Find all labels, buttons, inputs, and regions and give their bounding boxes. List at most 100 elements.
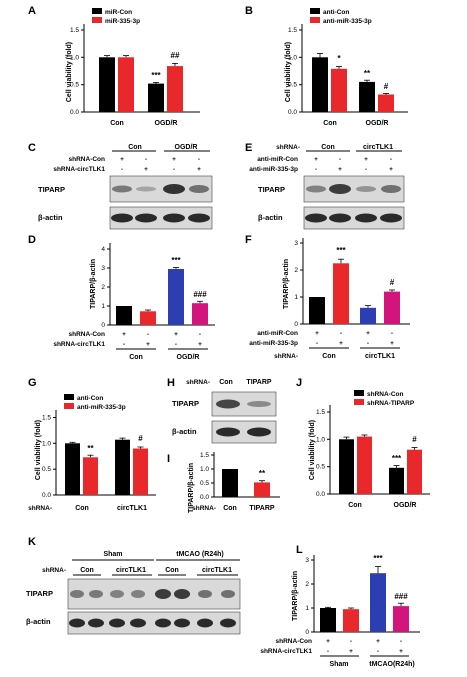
bar-l-2: [343, 609, 359, 632]
band-label: TIPARP: [38, 185, 65, 194]
bands-actin: [69, 618, 236, 628]
error-bars-j: [343, 434, 418, 468]
sign-row: + - + - - + - +: [120, 156, 201, 173]
legend-swatch-black: [354, 390, 364, 396]
sign: +: [197, 166, 201, 173]
blot-actin: [303, 206, 405, 230]
row-label: shRNA-circTLK1: [53, 166, 105, 173]
shrna-prefix: shRNA-: [42, 567, 66, 574]
x-category-label: OGD/R: [366, 120, 389, 127]
sign: -: [367, 340, 369, 347]
sign: +: [349, 648, 353, 655]
sign: +: [326, 638, 330, 645]
panel-label-e: E: [245, 142, 252, 154]
significance-marker: ***: [336, 246, 346, 255]
band-label: β-actin: [172, 427, 197, 436]
sign-row: + - + - - + - +: [326, 638, 403, 655]
bar-b-con-anticon: [312, 57, 328, 112]
row-label: shRNA-: [274, 353, 298, 360]
bar-g-con-anticon: [65, 443, 80, 495]
y-tick-label: 1.0: [316, 436, 325, 443]
significance-marker: ##: [171, 51, 180, 60]
condition-label: Sham: [103, 551, 122, 558]
y-tick-label: 1: [101, 303, 105, 310]
y-tick-label: 3: [294, 240, 298, 247]
significance-marker: ***: [151, 71, 161, 80]
sign: -: [339, 156, 341, 163]
x-category-label: OGD/R: [155, 120, 178, 127]
y-axis: 0 1 2 3: [305, 555, 315, 636]
legend-swatch-red: [64, 403, 74, 409]
group-label: tMCAO(R24h): [369, 661, 415, 668]
bar-f-4: [384, 291, 400, 324]
panel-label-b: B: [245, 5, 253, 17]
error-bars-f: [338, 258, 395, 308]
error-bars-b: [317, 53, 389, 95]
bar-d-2: [140, 311, 156, 325]
x-category-label: TIPARP: [249, 505, 274, 512]
sign: +: [339, 340, 343, 347]
significance-marker: ***: [171, 256, 181, 265]
significance-marker: #: [412, 435, 417, 444]
y-axis-label: Cell viability (fold): [35, 420, 42, 480]
sign: +: [376, 638, 380, 645]
blot-actin: [67, 611, 241, 635]
y-axis-label: Cell viability (fold): [66, 42, 73, 102]
y-tick-label: 0.0: [42, 492, 51, 499]
sign: -: [316, 340, 318, 347]
row-label: shRNA-Con: [69, 331, 105, 338]
significance-marker: ***: [373, 554, 383, 563]
sign: -: [175, 341, 177, 348]
y-axis-label: TIPARP/β-actin: [283, 259, 290, 309]
sign-row: + - + - - + - +: [314, 156, 393, 173]
y-tick-label: 1.0: [70, 54, 79, 61]
sign: -: [365, 166, 367, 173]
panel-label-l: L: [296, 544, 303, 556]
bar-i-tiparp: [254, 482, 270, 497]
sign: +: [338, 166, 342, 173]
significance-marker: ###: [193, 290, 207, 299]
sign: +: [122, 331, 126, 338]
y-tick-label: 4: [101, 246, 105, 253]
y-tick-label: 0: [101, 322, 105, 329]
group-label: OGD/R: [175, 144, 198, 151]
sign: -: [350, 638, 352, 645]
significance-marker: **: [259, 469, 266, 478]
panel-f: F TIPARP/β-actin 0 1 2 3 *** # anti-miR-…: [245, 234, 410, 360]
band-label: β-actin: [38, 213, 63, 222]
legend-swatch-black: [92, 8, 102, 14]
sign: -: [391, 330, 393, 337]
y-axis: 0.0 0.5 1.0 1.5: [70, 24, 85, 116]
sign-row: + - + - - + - +: [315, 330, 394, 347]
legend-label: anti-miR-335-3p: [77, 404, 126, 411]
panel-l: L TIPARP/β-actin 0 1 2 3 *** ### shRNA-C…: [260, 544, 420, 668]
y-tick-label: 1.0: [42, 440, 51, 447]
bar-j-con-shcon: [339, 439, 354, 494]
y-tick-label: 3: [305, 557, 309, 564]
significance-marker: #: [384, 82, 389, 91]
y-tick-label: 0.5: [288, 82, 297, 89]
blot-actin: [211, 420, 277, 444]
y-tick-label: 0: [294, 321, 298, 328]
group-label: Con: [322, 353, 336, 360]
y-tick-label: 0.0: [200, 494, 209, 501]
y-axis: 0.0 0.5 1.0 1.5: [200, 452, 215, 501]
panel-c: C Con OGD/R shRNA-Con shRNA-circTLK1 + -…: [28, 142, 213, 230]
y-tick-label: 1.5: [42, 415, 51, 422]
panel-b: B anti-Con anti-miR-335-3p Cell viabilit…: [245, 5, 408, 127]
sign: +: [364, 156, 368, 163]
bands-tiparp: [112, 184, 209, 194]
legend-label: miR-Con: [105, 9, 132, 16]
y-axis: 0.0 0.5 1.0 1.5: [42, 410, 57, 499]
legend-label: shRNA-TIPARP: [367, 400, 415, 407]
row-label: shRNA-Con: [69, 156, 105, 163]
bar-g-circ-anticon: [115, 439, 130, 495]
y-tick-label: 0: [305, 629, 309, 636]
blot-actin: [109, 206, 213, 230]
group-label: circTLK1: [365, 353, 395, 360]
bar-b-ogdr-anti335: [378, 94, 394, 112]
sign: -: [123, 341, 125, 348]
y-tick-label: 1.5: [288, 27, 297, 34]
legend-swatch-red: [310, 17, 320, 23]
